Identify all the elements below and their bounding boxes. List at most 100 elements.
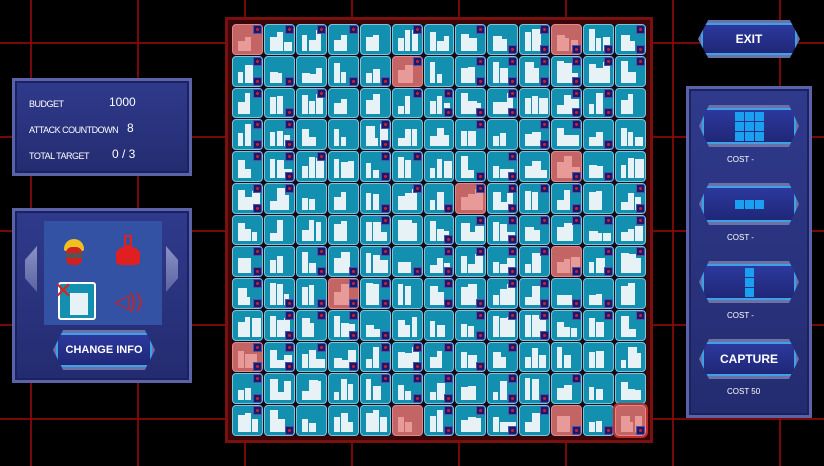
board-cell[interactable] bbox=[519, 405, 551, 436]
board-cell[interactable] bbox=[583, 55, 615, 87]
board-cell[interactable] bbox=[583, 278, 615, 309]
board-cell[interactable] bbox=[359, 373, 391, 405]
board-cell[interactable] bbox=[583, 246, 615, 278]
board-cell[interactable] bbox=[519, 214, 551, 246]
exit-button[interactable]: EXIT bbox=[698, 20, 800, 58]
board-cell[interactable] bbox=[423, 405, 455, 436]
board-cell[interactable] bbox=[327, 87, 359, 119]
board-cell[interactable] bbox=[359, 24, 391, 55]
board-cell[interactable] bbox=[232, 341, 263, 373]
hacker-avatar-icon[interactable] bbox=[62, 239, 86, 267]
board-cell[interactable] bbox=[391, 405, 423, 436]
board-cell[interactable] bbox=[455, 87, 487, 119]
board-cell[interactable] bbox=[583, 182, 615, 214]
board-cell[interactable] bbox=[263, 24, 295, 55]
board-cell[interactable] bbox=[295, 182, 327, 214]
board-cell[interactable] bbox=[551, 246, 583, 278]
board-cell[interactable] bbox=[391, 278, 423, 309]
board-cell[interactable] bbox=[615, 55, 646, 87]
board-cell[interactable] bbox=[232, 278, 263, 309]
board-cell[interactable] bbox=[327, 246, 359, 278]
board-cell[interactable] bbox=[327, 341, 359, 373]
board-cell[interactable] bbox=[423, 182, 455, 214]
board-cell[interactable] bbox=[487, 214, 519, 246]
board-cell[interactable] bbox=[487, 55, 519, 87]
board-cell[interactable] bbox=[423, 309, 455, 341]
board-cell[interactable] bbox=[359, 87, 391, 119]
board-cell[interactable] bbox=[327, 24, 359, 55]
board-cell[interactable] bbox=[295, 119, 327, 151]
board-cell[interactable] bbox=[232, 182, 263, 214]
board-cell[interactable] bbox=[232, 24, 263, 55]
board-cell[interactable] bbox=[551, 373, 583, 405]
board-cell[interactable] bbox=[455, 214, 487, 246]
board-cell[interactable] bbox=[519, 182, 551, 214]
board-cell[interactable] bbox=[615, 341, 646, 373]
board-cell[interactable] bbox=[551, 309, 583, 341]
board-cell[interactable] bbox=[391, 373, 423, 405]
board-cell[interactable] bbox=[263, 373, 295, 405]
board-cell[interactable] bbox=[583, 405, 615, 436]
board-cell[interactable] bbox=[551, 278, 583, 309]
board-cell[interactable] bbox=[487, 119, 519, 151]
board-cell[interactable] bbox=[423, 373, 455, 405]
board-cell[interactable] bbox=[263, 87, 295, 119]
capture-button[interactable]: CAPTURE bbox=[699, 339, 799, 379]
board-cell[interactable] bbox=[423, 246, 455, 278]
board-cell[interactable] bbox=[519, 309, 551, 341]
board-cell[interactable] bbox=[263, 55, 295, 87]
board-cell[interactable] bbox=[423, 214, 455, 246]
board-cell[interactable] bbox=[232, 373, 263, 405]
board-cell[interactable] bbox=[615, 151, 646, 182]
board-cell[interactable] bbox=[551, 119, 583, 151]
board-cell[interactable] bbox=[423, 341, 455, 373]
board-cell[interactable] bbox=[359, 182, 391, 214]
board-cell[interactable] bbox=[423, 55, 455, 87]
board-cell[interactable] bbox=[423, 151, 455, 182]
board-cell[interactable] bbox=[391, 119, 423, 151]
board-cell[interactable] bbox=[519, 246, 551, 278]
board-cell[interactable] bbox=[519, 151, 551, 182]
board-cell[interactable] bbox=[551, 24, 583, 55]
board-cell[interactable] bbox=[519, 55, 551, 87]
tool-3x3-button[interactable] bbox=[699, 105, 799, 147]
board-cell[interactable] bbox=[391, 24, 423, 55]
board-cell[interactable] bbox=[391, 309, 423, 341]
board-cell[interactable] bbox=[455, 373, 487, 405]
board-cell[interactable] bbox=[455, 151, 487, 182]
board-cell[interactable] bbox=[263, 214, 295, 246]
board-cell[interactable] bbox=[359, 246, 391, 278]
board-cell[interactable] bbox=[295, 24, 327, 55]
board-cell[interactable] bbox=[327, 373, 359, 405]
board-cell[interactable] bbox=[359, 151, 391, 182]
board-cell[interactable] bbox=[487, 309, 519, 341]
board-cell[interactable] bbox=[615, 87, 646, 119]
board-cell[interactable] bbox=[327, 119, 359, 151]
board-cell[interactable] bbox=[295, 246, 327, 278]
board-cell[interactable] bbox=[551, 55, 583, 87]
board-cell[interactable] bbox=[551, 214, 583, 246]
board-cell[interactable] bbox=[232, 214, 263, 246]
board-cell[interactable] bbox=[391, 246, 423, 278]
board-cell[interactable] bbox=[487, 278, 519, 309]
board-cell[interactable] bbox=[615, 246, 646, 278]
tool-vertical-button[interactable] bbox=[699, 261, 799, 303]
board-cell[interactable] bbox=[455, 341, 487, 373]
board-cell[interactable] bbox=[487, 246, 519, 278]
board-cell[interactable] bbox=[263, 119, 295, 151]
board-cell[interactable] bbox=[487, 87, 519, 119]
board-cell[interactable] bbox=[613, 403, 648, 438]
board-cell[interactable] bbox=[391, 214, 423, 246]
change-info-button[interactable]: CHANGE INFO bbox=[53, 330, 155, 370]
board-cell[interactable] bbox=[359, 309, 391, 341]
board-cell[interactable] bbox=[551, 405, 583, 436]
board-cell[interactable] bbox=[359, 278, 391, 309]
board-cell[interactable] bbox=[232, 55, 263, 87]
board-cell[interactable] bbox=[423, 119, 455, 151]
board-cell[interactable] bbox=[455, 119, 487, 151]
board-cell[interactable] bbox=[551, 182, 583, 214]
board-cell[interactable] bbox=[615, 278, 646, 309]
board-cell[interactable] bbox=[327, 151, 359, 182]
board-cell[interactable] bbox=[295, 341, 327, 373]
board-cell[interactable] bbox=[295, 309, 327, 341]
